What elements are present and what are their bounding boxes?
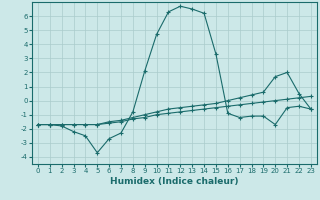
X-axis label: Humidex (Indice chaleur): Humidex (Indice chaleur) [110,177,239,186]
